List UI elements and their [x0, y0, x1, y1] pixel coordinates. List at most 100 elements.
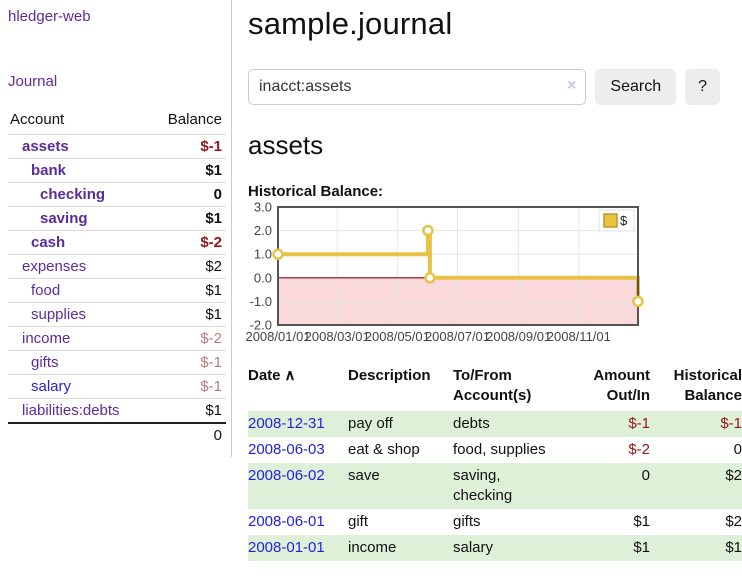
sidebar-item-journal[interactable]: Journal [8, 73, 58, 90]
account-balance: $1 [151, 302, 226, 327]
account-link-gifts[interactable]: gifts [31, 354, 59, 371]
legend-label: $ [620, 213, 628, 228]
account-row: cash $-2 [8, 230, 226, 255]
page-title: sample.journal [248, 6, 453, 41]
transaction-amount: $1 [633, 513, 650, 530]
account-balance: $-1 [151, 350, 226, 375]
account-row: expenses $2 [8, 254, 226, 279]
search-input[interactable] [248, 69, 587, 105]
transaction-accounts: salary [453, 539, 494, 556]
register-row: 2008-06-03 eat & shop food, supplies $-2 0 [248, 437, 742, 463]
transaction-balance: $-1 [720, 415, 742, 432]
account-balance: 0 [151, 182, 226, 207]
account-link-saving[interactable]: saving [40, 210, 88, 227]
account-row: saving $1 [8, 206, 226, 231]
account-link-expenses[interactable]: expenses [22, 258, 87, 275]
transaction-accounts: debts [453, 415, 490, 432]
accounts-total-spacer [8, 422, 152, 447]
help-button[interactable]: ? [685, 69, 720, 105]
plot-border [277, 206, 639, 326]
account-balance: $-1 [151, 374, 226, 399]
register-tbody: 2008-12-31 pay off debts $-1 $-1 2008-06-03 ea… [248, 411, 742, 561]
transaction-accounts: food, supplies [453, 441, 546, 458]
accounts-table: Account Balance assets $-1 bank $1 checking 0… [8, 107, 226, 447]
y-tick-label: 2.0 [254, 223, 272, 238]
account-link-salary[interactable]: salary [31, 378, 72, 395]
account-link-food[interactable]: food [31, 282, 61, 299]
account-row: checking 0 [8, 182, 226, 207]
y-tick-label: 1.0 [254, 247, 272, 262]
sort-ascending-icon: ∧ [284, 367, 296, 384]
register-row: 2008-06-02 save saving, checking 0 $2 [248, 463, 742, 509]
chart-title: Historical Balance: [248, 183, 384, 200]
transaction-description: eat & shop [348, 441, 420, 458]
transaction-date-link[interactable]: 2008-06-03 [248, 441, 325, 458]
register-header-date[interactable]: Date ∧ [248, 367, 296, 384]
account-row: food $1 [8, 278, 226, 303]
transaction-balance: $1 [725, 539, 742, 556]
account-link-liabilities-debts[interactable]: liabilities:debts [22, 402, 120, 419]
account-balance: $1 [151, 278, 226, 303]
account-balance: $1 [151, 158, 226, 183]
transaction-description: income [348, 539, 397, 556]
main-content: sample.journal × Search ? assets Histori… [232, 0, 742, 561]
register-header-description: Description [348, 367, 431, 384]
accounts-header-balance: Balance [167, 111, 222, 128]
register-row: 2008-01-01 income salary $1 $1 [248, 535, 742, 561]
accounts-tbody: assets $-1 bank $1 checking 0 saving $1 cash $-2 e… [8, 134, 226, 423]
account-row: assets $-1 [8, 134, 226, 159]
x-tick-label: 2008/03/01 [305, 329, 370, 344]
transaction-description: gift [348, 513, 369, 530]
search-button[interactable]: Search [595, 69, 677, 105]
account-row: supplies $1 [8, 302, 226, 327]
transaction-accounts: gifts [453, 513, 481, 530]
register-row: 2008-06-01 gift gifts $1 $2 [248, 509, 742, 535]
register-table: Date ∧ Description To/From Account(s) Amo… [248, 364, 742, 561]
transaction-balance: $2 [725, 467, 742, 484]
y-tick-label: 3.0 [254, 200, 272, 215]
accounts-total-value: 0 [151, 422, 226, 447]
x-tick-label: 2008/05/01 [365, 329, 430, 344]
clear-search-icon[interactable]: × [567, 77, 577, 94]
data-point-marker [272, 248, 284, 260]
y-tick-label: -1.0 [250, 294, 272, 309]
transaction-date-link[interactable]: 2008-06-01 [248, 513, 325, 530]
account-link-bank[interactable]: bank [31, 162, 67, 179]
transaction-accounts: saving, checking [453, 467, 513, 504]
account-link-assets[interactable]: assets [22, 138, 69, 155]
account-section-heading: assets [248, 130, 324, 160]
accounts-total-row: 0 [8, 422, 226, 447]
transaction-date-link[interactable]: 2008-06-02 [248, 467, 325, 484]
register-header-amount: Amount Out/In [593, 367, 650, 404]
transaction-date-link[interactable]: 2008-12-31 [248, 415, 325, 432]
data-point-marker [424, 272, 436, 284]
data-point-marker [632, 295, 644, 308]
account-row: liabilities:debts $1 [8, 398, 226, 423]
account-balance: $1 [151, 398, 226, 423]
x-tick-label: 2008/11/01 [547, 329, 611, 344]
register-header-balance: Historical Balance [673, 367, 742, 404]
sidebar: hledger-web Journal Account Balance asse… [0, 0, 232, 457]
transaction-description: save [348, 467, 380, 484]
transaction-amount: $1 [633, 539, 650, 556]
app-title-link[interactable]: hledger-web [8, 8, 91, 25]
account-balance: $1 [151, 206, 226, 231]
transaction-amount: $-1 [628, 415, 650, 432]
transaction-amount: $-2 [628, 441, 650, 458]
x-tick-label: 2008/01/01 [245, 329, 310, 344]
transaction-description: pay off [348, 415, 393, 432]
transaction-date-link[interactable]: 2008-01-01 [248, 539, 325, 556]
y-tick-label: -2.0 [250, 318, 272, 333]
x-tick-label: 2008/09/01 [486, 329, 551, 344]
accounts-header-row: Account Balance [8, 107, 226, 135]
account-link-supplies[interactable]: supplies [31, 306, 87, 323]
account-link-income[interactable]: income [22, 330, 71, 347]
account-balance: $-2 [151, 230, 226, 255]
transaction-balance: 0 [733, 441, 742, 458]
account-balance: $-2 [151, 326, 226, 351]
y-tick-label: 0.0 [254, 270, 272, 285]
register-row: 2008-12-31 pay off debts $-1 $-1 [248, 411, 742, 437]
account-link-checking[interactable]: checking [40, 186, 106, 203]
account-balance: $2 [151, 254, 226, 279]
account-link-cash[interactable]: cash [31, 234, 66, 251]
